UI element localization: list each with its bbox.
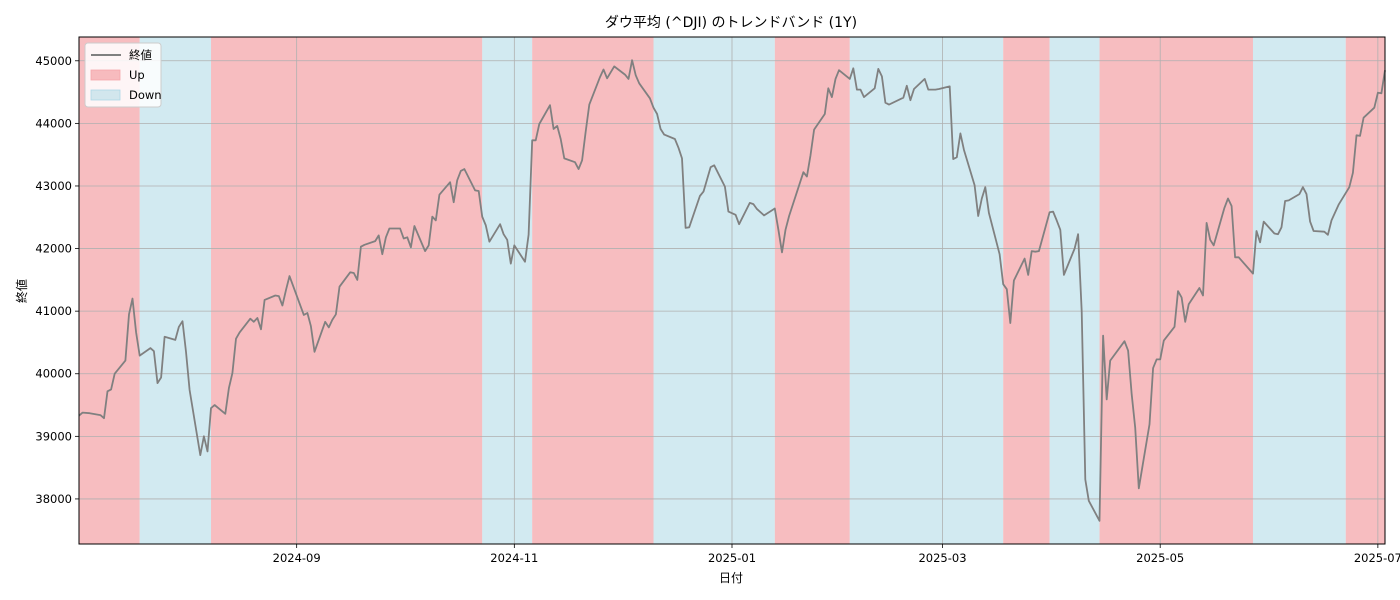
- band-down-11: [1252, 37, 1346, 544]
- x-axis-ticks: 2024-09 2024-11 2025-01 2025-03 2025-05 2025-…: [273, 544, 1400, 565]
- y-tick-label-7: 45000: [35, 54, 72, 68]
- band-down-7: [849, 37, 1004, 544]
- legend: 終値 Up Down: [84, 42, 162, 108]
- legend-label-2: Down: [129, 88, 162, 102]
- band-up-10: [1099, 37, 1253, 544]
- band-down-5: [653, 37, 775, 544]
- band-up-8: [1003, 37, 1050, 544]
- x-tick-label-0: 2024-09: [273, 551, 321, 565]
- band-down-1: [139, 37, 212, 544]
- band-down-9: [1049, 37, 1100, 544]
- y-axis-label: 終値: [14, 279, 29, 303]
- x-tick-label-4: 2025-05: [1136, 551, 1184, 565]
- y-tick-label-2: 40000: [35, 367, 72, 381]
- y-tick-label-0: 38000: [35, 492, 72, 506]
- x-tick-label-2: 2025-01: [708, 551, 756, 565]
- band-up-0: [79, 37, 140, 544]
- y-tick-label-5: 43000: [35, 179, 72, 193]
- trend-bands: [79, 37, 1385, 544]
- y-tick-label-1: 39000: [35, 429, 72, 443]
- x-axis-label: 日付: [719, 571, 743, 585]
- close-price-series: [78, 59, 1386, 522]
- x-tick-label-3: 2025-03: [918, 551, 966, 565]
- y-tick-label-3: 41000: [35, 304, 72, 318]
- legend-swatch-up: [90, 69, 121, 81]
- band-up-2: [211, 37, 483, 544]
- legend-label-0: 終値: [129, 48, 152, 62]
- grid-lines: [79, 37, 1385, 544]
- close-price-line: [78, 59, 1386, 522]
- band-up-12: [1345, 37, 1385, 544]
- x-tick-label-1: 2024-11: [490, 551, 538, 565]
- chart-title: ダウ平均 (^DJI) のトレンドバンド (1Y): [605, 15, 857, 31]
- legend-swatch-down: [90, 89, 121, 101]
- y-tick-label-6: 44000: [35, 116, 72, 130]
- band-down-3: [482, 37, 533, 544]
- legend-label-1: Up: [129, 68, 145, 82]
- band-up-6: [774, 37, 850, 544]
- x-tick-label-5: 2025-07: [1354, 551, 1400, 565]
- y-tick-label-4: 42000: [35, 242, 72, 256]
- y-axis-ticks: 38000 39000 40000 41000 42000 43000 44000 45000: [35, 54, 79, 506]
